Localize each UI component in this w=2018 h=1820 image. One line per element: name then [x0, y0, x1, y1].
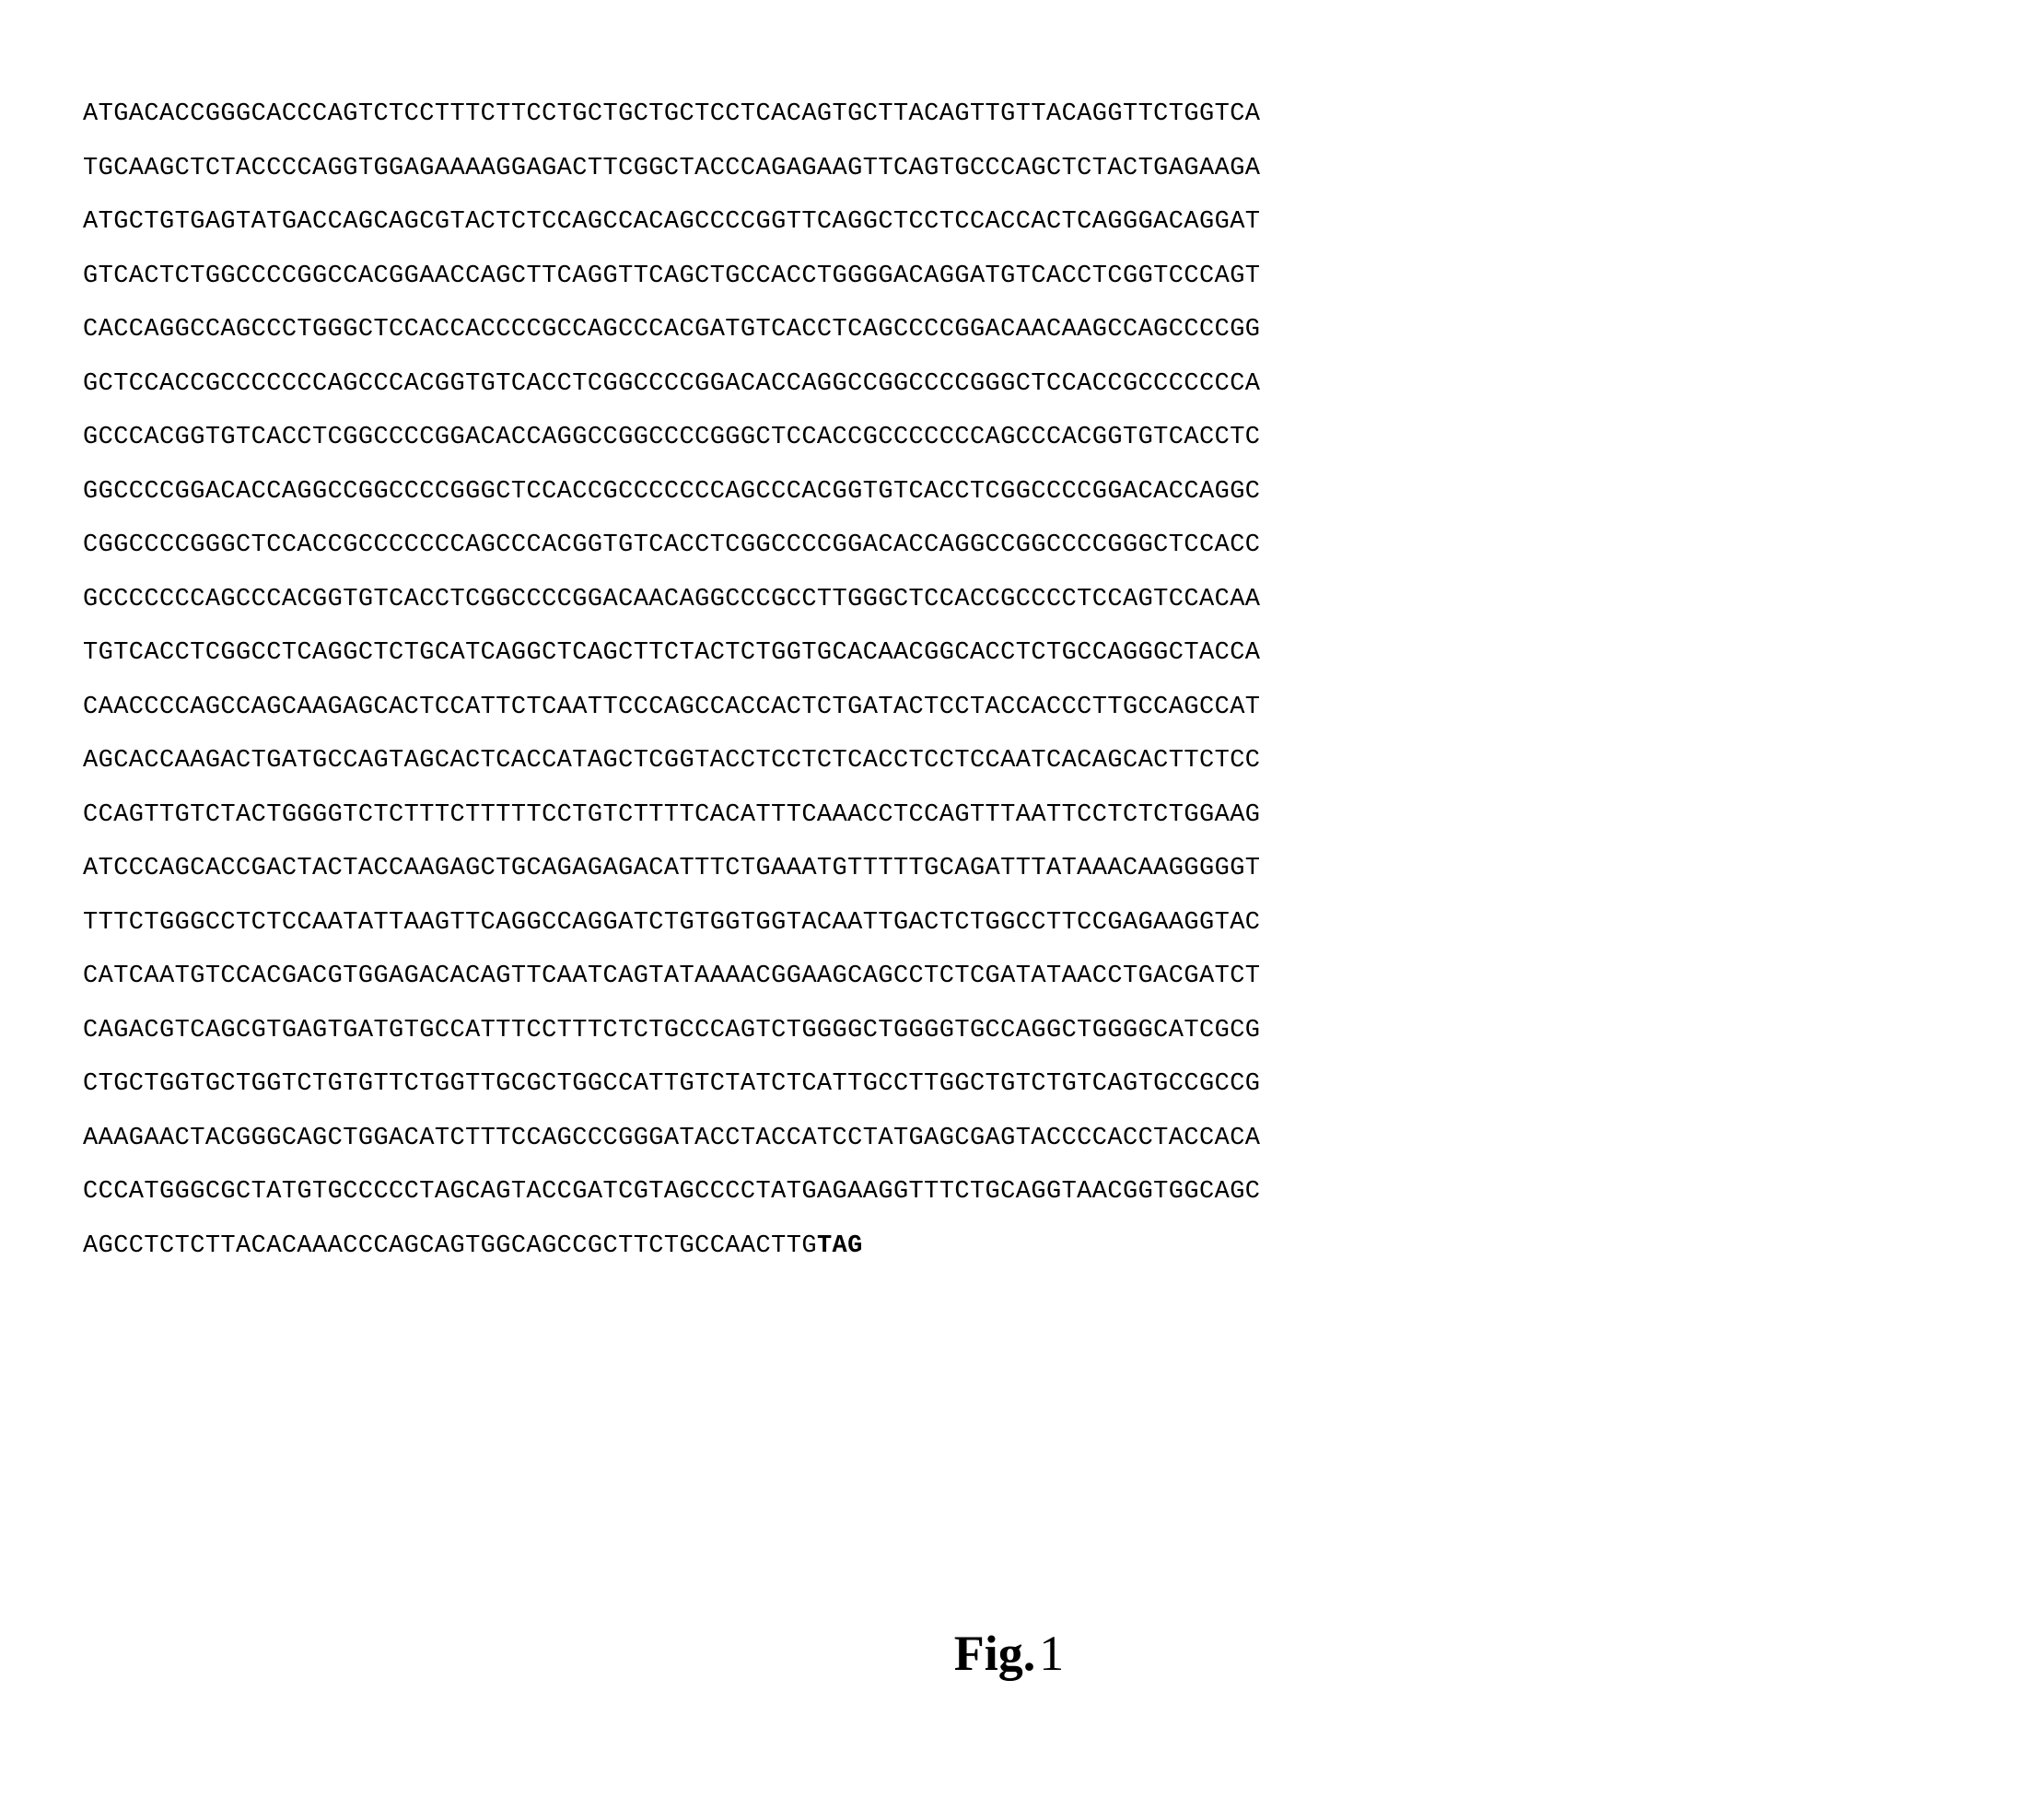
figure-caption: Fig. 1	[0, 1625, 2018, 1682]
sequence-line: CAACCCCAGCCAGCAAGAGCACTCCATTCTCAATTCCCAG…	[83, 694, 1260, 721]
figure-label: Fig.	[954, 1626, 1036, 1681]
sequence-line: TTTCTGGGCCTCTCCAATATTAAGTTCAGGCCAGGATCTG…	[83, 909, 1260, 937]
sequence-line: CGGCCCCGGGCTCCACCGCCCCCCCAGCCCACGGTGTCAC…	[83, 531, 1260, 559]
sequence-line: ATGACACCGGGCACCCAGTCTCCTTTCTTCCTGCTGCTGC…	[83, 100, 1260, 128]
sequence-line: GCTCCACCGCCCCCCCAGCCCACGGTGTCACCTCGGCCCC…	[83, 370, 1260, 398]
dna-sequence-block: ATGACACCGGGCACCCAGTCTCCTTTCTTCCTGCTGCTGC…	[83, 88, 1935, 1273]
sequence-line: TGTCACCTCGGCCTCAGGCTCTGCATCAGGCTCAGCTTCT…	[83, 639, 1260, 667]
sequence-line: AGCCTCTCTTACACAAACCCAGCAGTGGCAGCCGCTTCTG…	[83, 1232, 817, 1260]
sequence-line: CTGCTGGTGCTGGTCTGTGTTCTGGTTGCGCTGGCCATTG…	[83, 1070, 1260, 1098]
figure-number: 1	[1039, 1626, 1064, 1681]
figure-page: ATGACACCGGGCACCCAGTCTCCTTTCTTCCTGCTGCTGC…	[0, 0, 2018, 1820]
sequence-line: GCCCACGGTGTCACCTCGGCCCCGGACACCAGGCCGGCCC…	[83, 424, 1260, 451]
sequence-line: AAAGAACTACGGGCAGCTGGACATCTTTCCAGCCCGGGAT…	[83, 1125, 1260, 1152]
sequence-line: CATCAATGTCCACGACGTGGAGACACAGTTCAATCAGTAT…	[83, 962, 1260, 990]
sequence-line: CACCAGGCCAGCCCTGGGCTCCACCACCCCGCCAGCCCAC…	[83, 316, 1260, 344]
sequence-line: ATGCTGTGAGTATGACCAGCAGCGTACTCTCCAGCCACAG…	[83, 208, 1260, 236]
sequence-line: TGCAAGCTCTACCCCAGGTGGAGAAAAGGAGACTTCGGCT…	[83, 155, 1260, 182]
sequence-line: GCCCCCCCAGCCCACGGTGTCACCTCGGCCCCGGACAACA…	[83, 586, 1260, 613]
sequence-line: AGCACCAAGACTGATGCCAGTAGCACTCACCATAGCTCGG…	[83, 747, 1260, 775]
sequence-line: ATCCCAGCACCGACTACTACCAAGAGCTGCAGAGAGACAT…	[83, 855, 1260, 882]
sequence-line: CCAGTTGTCTACTGGGGTCTCTTTCTTTTTCCTGTCTTTT…	[83, 801, 1260, 829]
sequence-line: GTCACTCTGGCCCCGGCCACGGAACCAGCTTCAGGTTCAG…	[83, 262, 1260, 290]
sequence-line: GGCCCCGGACACCAGGCCGGCCCCGGGCTCCACCGCCCCC…	[83, 478, 1260, 506]
sequence-line: CCCATGGGCGCTATGTGCCCCCTAGCAGTACCGATCGTAG…	[83, 1178, 1260, 1206]
stop-codon: TAG	[817, 1232, 863, 1260]
sequence-line: CAGACGTCAGCGTGAGTGATGTGCCATTTCCTTTCTCTGC…	[83, 1017, 1260, 1044]
